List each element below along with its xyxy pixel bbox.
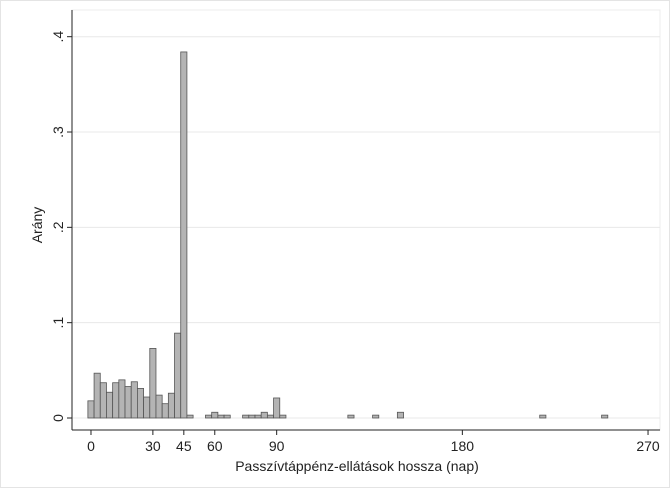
bar [87, 400, 95, 419]
bar [372, 414, 380, 419]
bar [223, 414, 231, 419]
bar [124, 386, 132, 419]
bar [396, 411, 404, 419]
bar [211, 411, 219, 419]
x-axis-label: Passzívtáppénz-ellátások hossza (nap) [235, 458, 479, 474]
bar [137, 388, 144, 419]
bar [205, 414, 213, 419]
bar [99, 382, 107, 419]
bar [161, 403, 169, 419]
bar [155, 394, 163, 419]
bar [149, 348, 157, 419]
x-tick-label: 90 [269, 438, 285, 454]
bar [118, 379, 126, 419]
bar [260, 411, 268, 419]
bar [242, 414, 250, 419]
plot-area [71, 9, 661, 431]
bar [601, 414, 609, 419]
y-tick-label: 0 [50, 414, 66, 422]
bar [186, 414, 194, 419]
bar [130, 381, 138, 419]
bar [266, 414, 274, 419]
y-tick-label: .1 [50, 317, 66, 329]
bar [112, 382, 120, 419]
x-tick-label: 30 [145, 438, 161, 454]
bar [180, 51, 188, 419]
x-tick-label: 270 [636, 438, 660, 454]
bar [106, 391, 114, 419]
bar [167, 392, 175, 419]
bar [279, 414, 287, 419]
x-tick-label: 45 [176, 438, 192, 454]
bar [254, 414, 262, 419]
x-tick-label: 180 [451, 438, 475, 454]
bar [248, 414, 256, 419]
x-tick-label: 60 [207, 438, 223, 454]
bar [217, 414, 225, 419]
bar [143, 396, 151, 419]
bar [93, 372, 101, 419]
x-tick-label: 0 [87, 438, 95, 454]
y-tick-label: .2 [50, 221, 66, 233]
bar [539, 414, 547, 419]
bar [347, 414, 355, 419]
y-axis-label: Arány [29, 207, 45, 244]
bar [174, 332, 182, 419]
y-tick-label: .4 [50, 31, 66, 43]
bar [273, 397, 281, 419]
y-tick-label: .3 [50, 126, 66, 138]
